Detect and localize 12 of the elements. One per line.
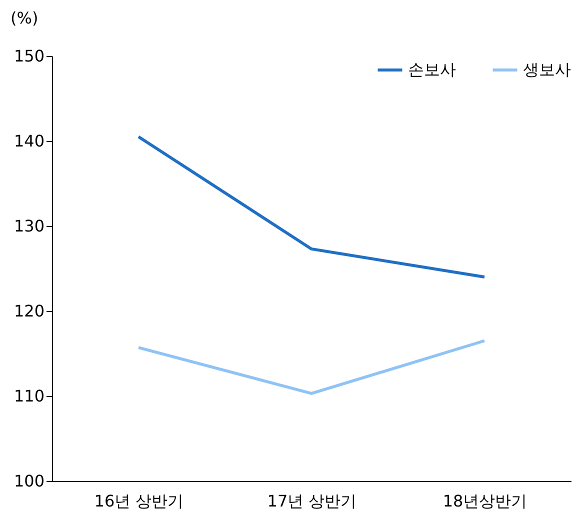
y-tick-label: 150 bbox=[14, 46, 44, 66]
y-tick-label: 110 bbox=[14, 386, 44, 406]
legend-label: 손보사 bbox=[408, 60, 456, 79]
y-tick-label: 120 bbox=[14, 302, 44, 320]
y-tick-label: 140 bbox=[14, 132, 44, 150]
y-tick-label: 130 bbox=[14, 216, 44, 236]
legend-label: 생보사 bbox=[523, 60, 571, 79]
x-tick-label: 16년 상반기 bbox=[94, 492, 184, 510]
x-tick-label: 17년 상반기 bbox=[267, 492, 357, 510]
y-tick-label: 100 bbox=[14, 472, 44, 490]
y-axis-title: (%) bbox=[10, 8, 38, 28]
x-tick-label: 18년상반기 bbox=[442, 492, 528, 510]
